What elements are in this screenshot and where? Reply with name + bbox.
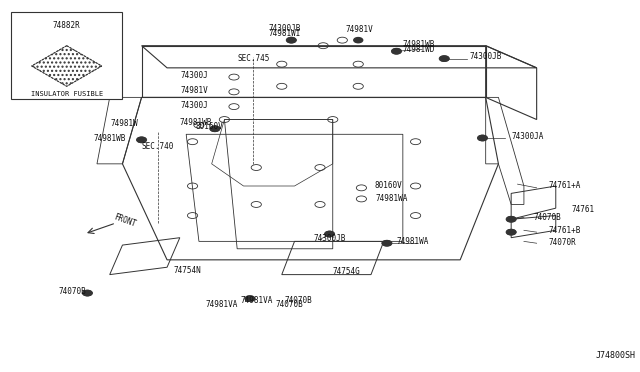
- Text: SEC.745: SEC.745: [237, 54, 269, 63]
- Text: 74761+B: 74761+B: [548, 226, 580, 235]
- Circle shape: [478, 135, 487, 141]
- Text: INSULATOR FUSIBLE: INSULATOR FUSIBLE: [31, 92, 103, 97]
- Circle shape: [83, 291, 92, 296]
- Text: 74070B: 74070B: [59, 288, 86, 296]
- Circle shape: [246, 296, 254, 301]
- Text: 74761+A: 74761+A: [548, 182, 580, 190]
- Text: 74981WI: 74981WI: [269, 29, 301, 38]
- Circle shape: [440, 56, 449, 61]
- Text: 74882R: 74882R: [53, 21, 81, 30]
- Text: 74070B: 74070B: [534, 213, 561, 222]
- Circle shape: [287, 38, 296, 43]
- Text: 74981W: 74981W: [111, 119, 138, 128]
- Text: 74070R: 74070R: [548, 238, 576, 247]
- Text: 74981WB: 74981WB: [180, 118, 212, 127]
- Circle shape: [392, 49, 401, 54]
- Circle shape: [211, 126, 220, 131]
- Text: 74981WA: 74981WA: [396, 237, 429, 246]
- Text: 74070B: 74070B: [285, 296, 313, 305]
- Text: 80160V: 80160V: [374, 182, 402, 190]
- Text: 74981WD: 74981WD: [403, 45, 435, 54]
- Text: 74981WA: 74981WA: [376, 195, 408, 203]
- Circle shape: [507, 230, 516, 235]
- Text: SEC.740: SEC.740: [141, 142, 174, 151]
- Text: 74300J: 74300J: [180, 71, 209, 80]
- Circle shape: [383, 241, 392, 246]
- Circle shape: [325, 231, 334, 237]
- Text: FRONT: FRONT: [113, 213, 138, 229]
- Text: 74761: 74761: [572, 205, 595, 214]
- Text: 74981VA: 74981VA: [241, 296, 273, 305]
- Circle shape: [507, 217, 516, 222]
- Text: 74981VA: 74981VA: [205, 300, 237, 309]
- Text: 74981WB: 74981WB: [93, 134, 125, 143]
- Text: 74754N: 74754N: [173, 266, 201, 275]
- Text: 74754G: 74754G: [333, 267, 360, 276]
- Text: 74300JB: 74300JB: [470, 52, 502, 61]
- Text: 74300JB: 74300JB: [269, 24, 301, 33]
- Text: 74070B: 74070B: [275, 300, 303, 309]
- Circle shape: [137, 137, 146, 142]
- Text: 80160V: 80160V: [196, 122, 223, 131]
- Text: 74981V: 74981V: [346, 25, 373, 33]
- Text: 74981V: 74981V: [180, 86, 209, 95]
- Circle shape: [354, 38, 363, 43]
- Text: 74300JB: 74300JB: [314, 234, 346, 243]
- Text: 74300JA: 74300JA: [511, 132, 543, 141]
- Text: 74300J: 74300J: [180, 101, 209, 110]
- Text: 74981WB: 74981WB: [403, 41, 435, 49]
- Text: J74800SH: J74800SH: [595, 351, 636, 360]
- FancyBboxPatch shape: [11, 13, 122, 99]
